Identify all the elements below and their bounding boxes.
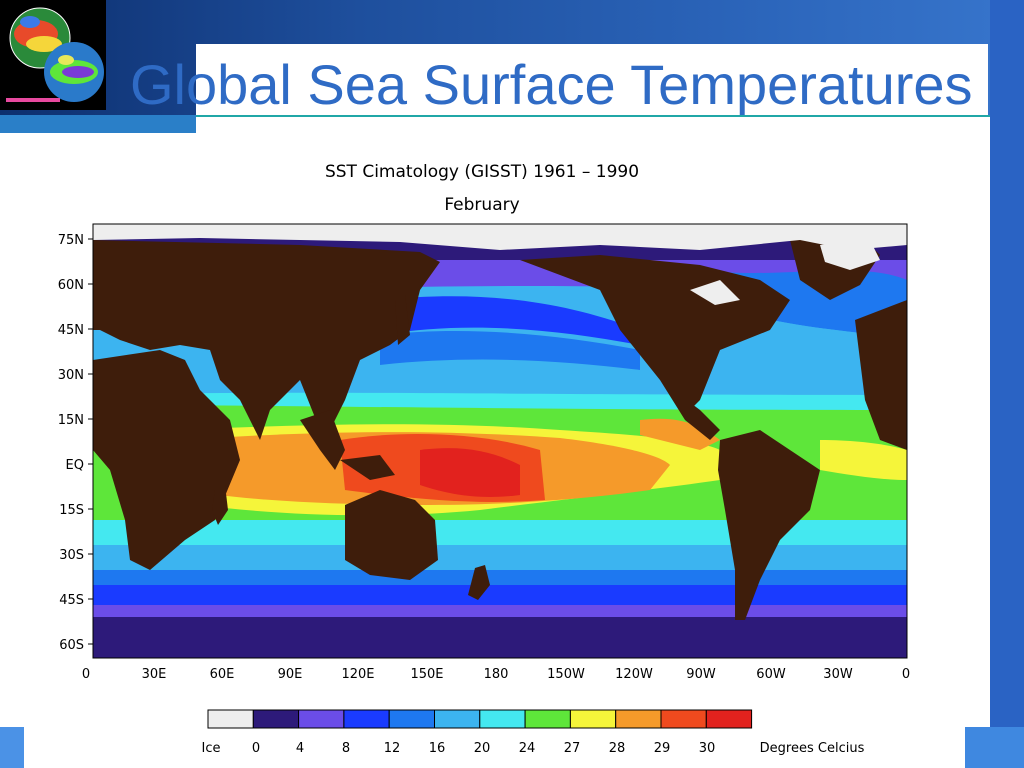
legend-label: 24 (519, 741, 536, 756)
legend-swatch (660, 709, 707, 729)
legend-label: 0 (252, 741, 260, 756)
lat-label: EQ (66, 458, 84, 473)
legend-label: 27 (564, 741, 581, 756)
lat-label: 75N (58, 233, 84, 248)
sst-map (92, 223, 908, 659)
latitude-axis: 75N 60N 45N 30N 15N EQ 15S 30S 45S 60S (58, 233, 93, 653)
lon-label: 30E (142, 667, 167, 682)
globe-logo (0, 0, 106, 110)
legend-label: 4 (296, 741, 304, 756)
lon-label: 180 (484, 667, 509, 682)
figure-subtitle: February (444, 195, 519, 215)
lon-label: 60E (210, 667, 235, 682)
legend-swatch (434, 709, 481, 729)
legend-labels: Ice 0 4 8 12 16 20 24 27 28 29 30 Degree… (202, 741, 865, 756)
title-background (196, 44, 988, 115)
legend-swatch (705, 709, 753, 729)
legend-label: 8 (342, 741, 350, 756)
legend-swatch (524, 709, 571, 729)
longitude-axis: 0 30E 60E 90E 120E 150E 180 150W 120W 90… (82, 667, 910, 682)
lat-label: 45S (59, 593, 84, 608)
legend-swatch (615, 709, 662, 729)
lon-label: 120W (615, 667, 653, 682)
legend-swatch (569, 709, 617, 729)
legend-swatch (252, 709, 300, 729)
lat-label: 15S (59, 503, 84, 518)
lat-label: 15N (58, 413, 84, 428)
legend-swatch (343, 709, 390, 729)
legend-swatch (298, 709, 345, 729)
left-bottom-accent (0, 727, 24, 768)
right-bottom-accent (965, 727, 1024, 768)
legend-label: 28 (609, 741, 626, 756)
lon-label: 150E (410, 667, 443, 682)
lon-label: 120E (341, 667, 374, 682)
lon-label: 30W (823, 667, 853, 682)
legend-label: 12 (384, 741, 401, 756)
title-underline (196, 115, 1024, 117)
legend-label: 20 (474, 741, 491, 756)
legend-swatch (207, 709, 254, 729)
lon-label: 90E (278, 667, 303, 682)
legend-swatch (388, 709, 436, 729)
lat-label: 60N (58, 278, 84, 293)
lon-label: 60W (756, 667, 786, 682)
lat-label: 45N (58, 323, 84, 338)
legend-swatch (479, 709, 526, 729)
right-accent-bar (990, 0, 1024, 748)
lon-label: 150W (547, 667, 585, 682)
color-legend (207, 709, 753, 729)
lon-label: 0 (82, 667, 90, 682)
legend-unit: Degrees Celcius (760, 741, 865, 756)
lon-label: 90W (686, 667, 716, 682)
legend-label: 16 (429, 741, 446, 756)
lat-label: 30S (59, 548, 84, 563)
figure-title: SST Cimatology (GISST) 1961 – 1990 (325, 162, 639, 182)
legend-label: Ice (202, 741, 221, 756)
lat-label: 60S (59, 638, 84, 653)
slide-title: Global Sea Surface Temperatures (130, 53, 973, 116)
left-accent-bar (0, 115, 196, 133)
lon-label: 0 (902, 667, 910, 682)
lat-label: 30N (58, 368, 84, 383)
legend-label: 30 (699, 741, 716, 756)
legend-label: 29 (654, 741, 671, 756)
